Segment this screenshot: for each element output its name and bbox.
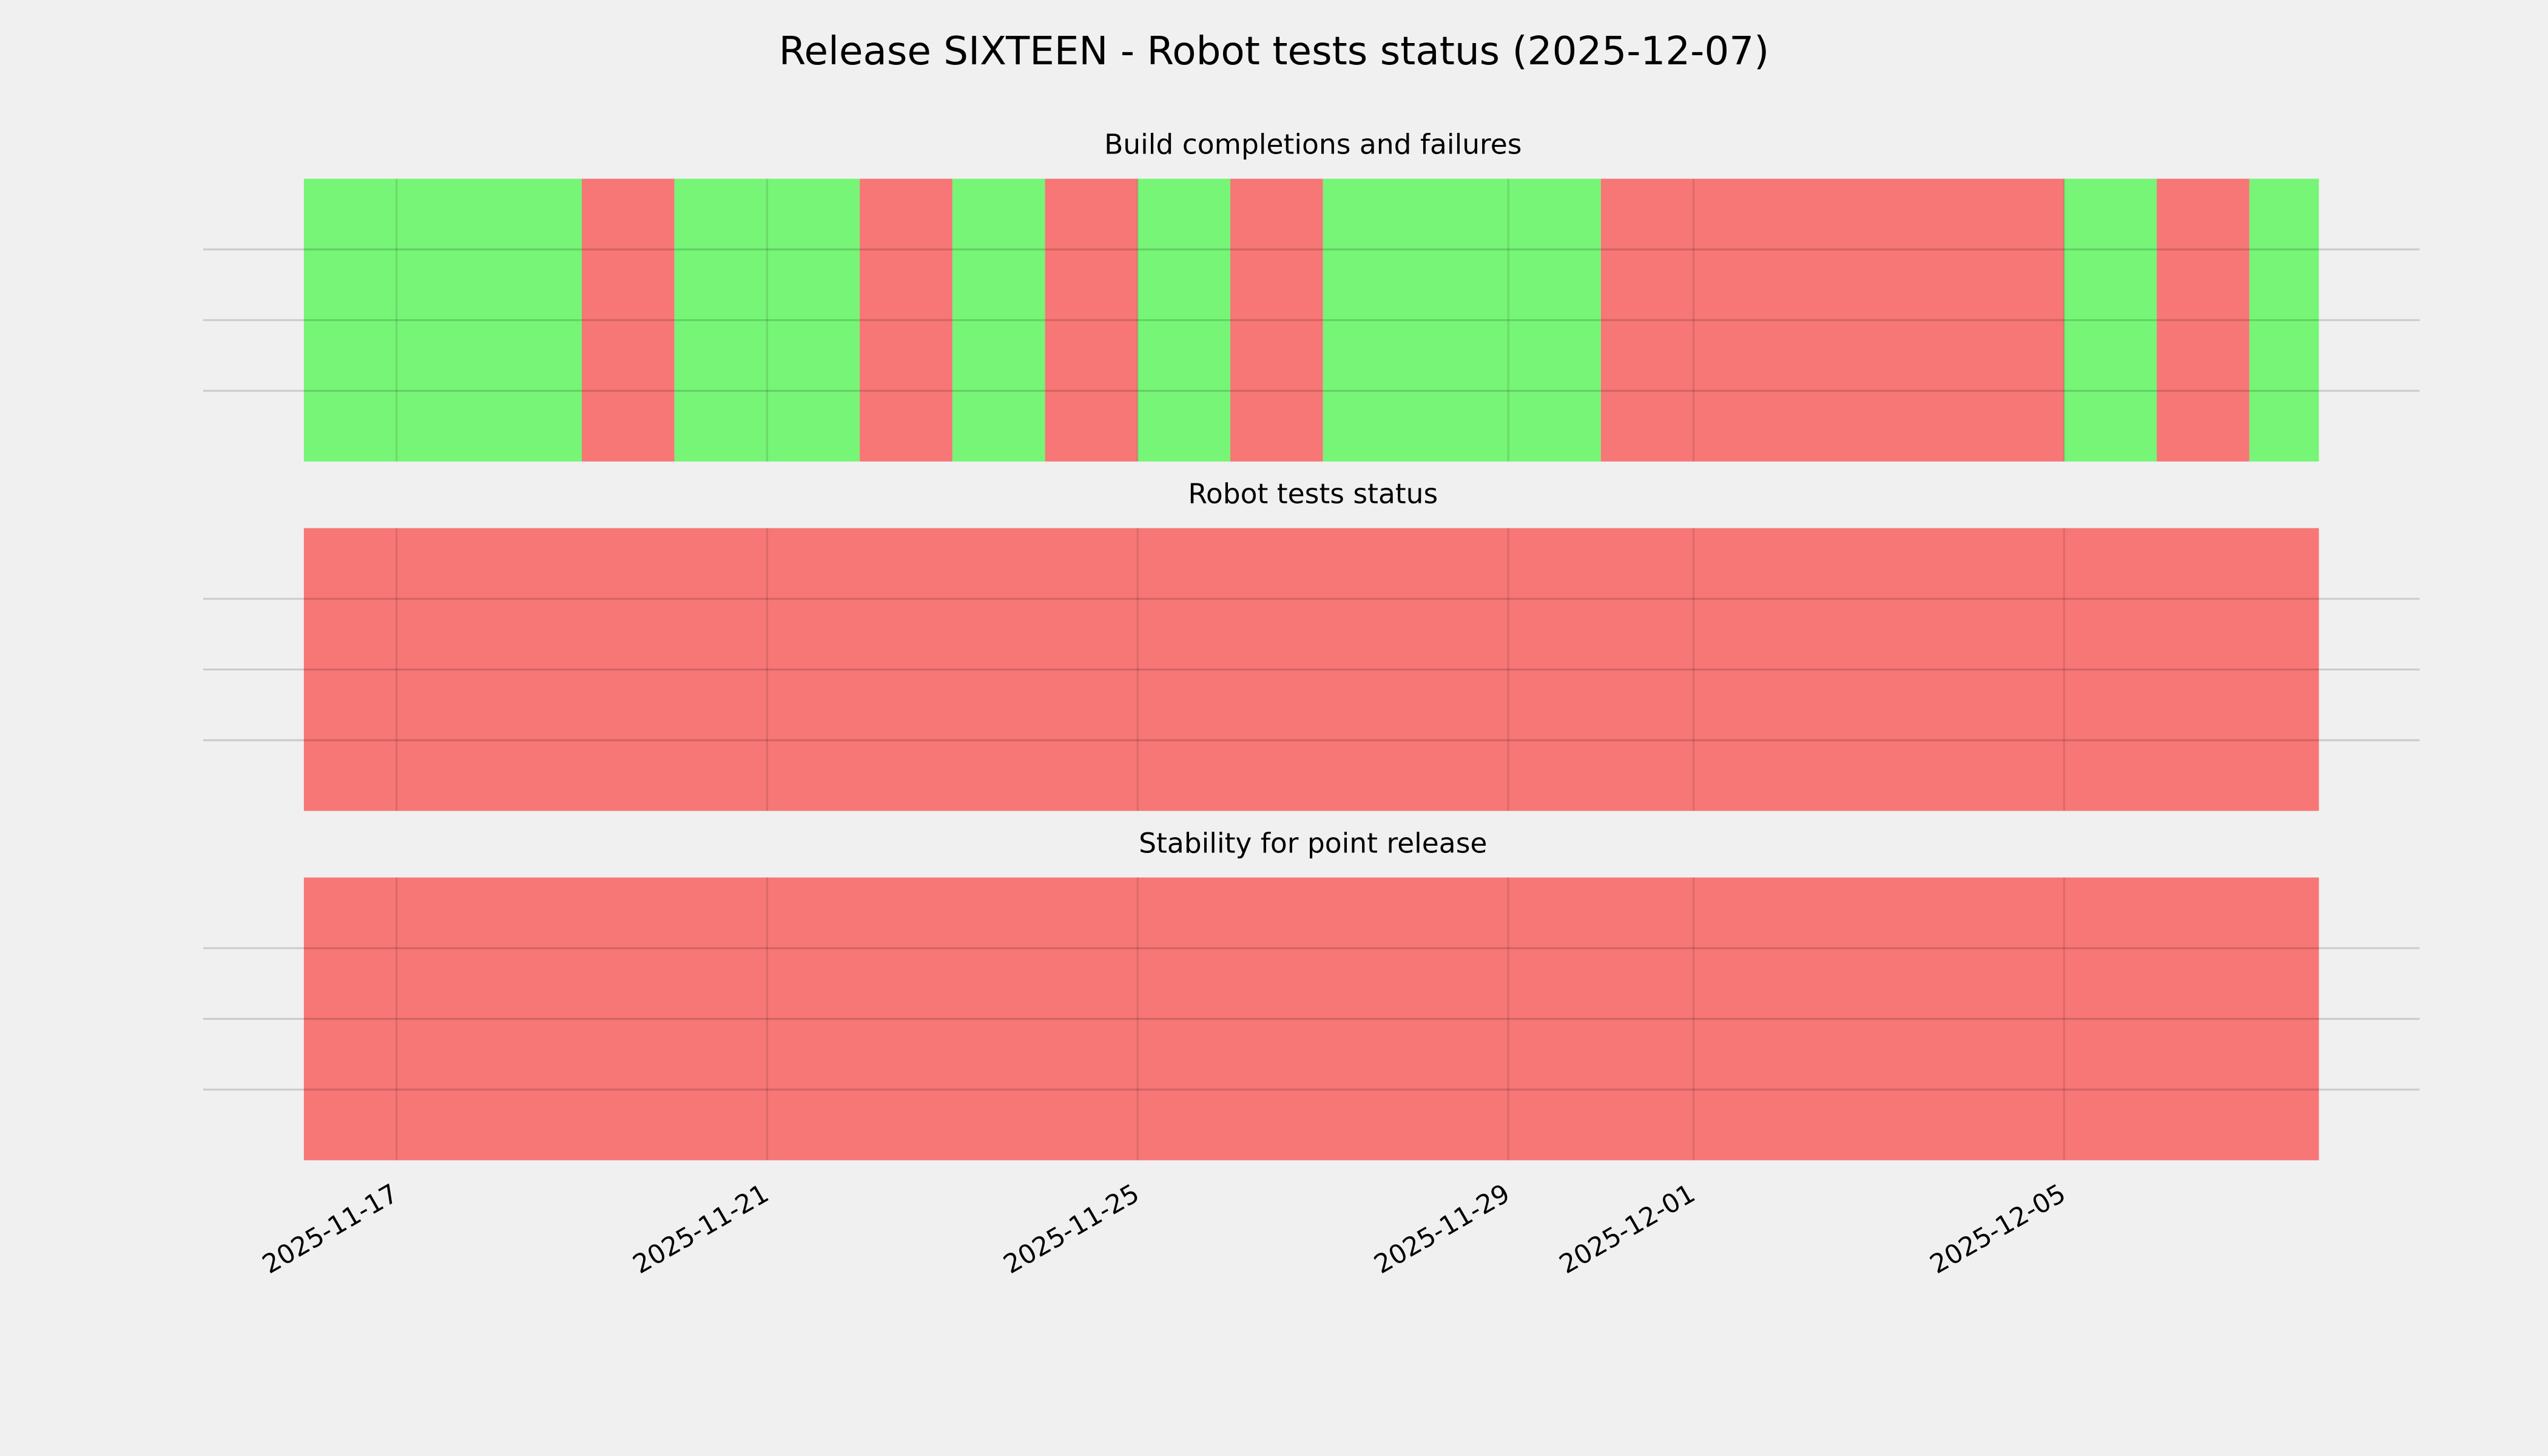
status-span [674, 178, 860, 462]
status-span [582, 178, 675, 462]
panel-title: Stability for point release [1139, 827, 1487, 859]
status-span [303, 178, 582, 462]
panel-title: Build completions and failures [1104, 129, 1522, 161]
status-span [1138, 178, 1230, 462]
status-span [1323, 178, 1601, 462]
status-span [860, 178, 952, 462]
panel-title: Robot tests status [1188, 477, 1438, 510]
status-span [1600, 178, 2064, 462]
status-span [2157, 178, 2250, 462]
status-span [952, 178, 1045, 462]
status-span [2064, 178, 2157, 462]
status-span [303, 528, 2319, 811]
status-span [2249, 178, 2319, 462]
status-span [1230, 178, 1323, 462]
status-span [1045, 178, 1138, 462]
chart-title: Release SIXTEEN - Robot tests status (20… [779, 29, 1769, 74]
status-span [303, 877, 2319, 1161]
